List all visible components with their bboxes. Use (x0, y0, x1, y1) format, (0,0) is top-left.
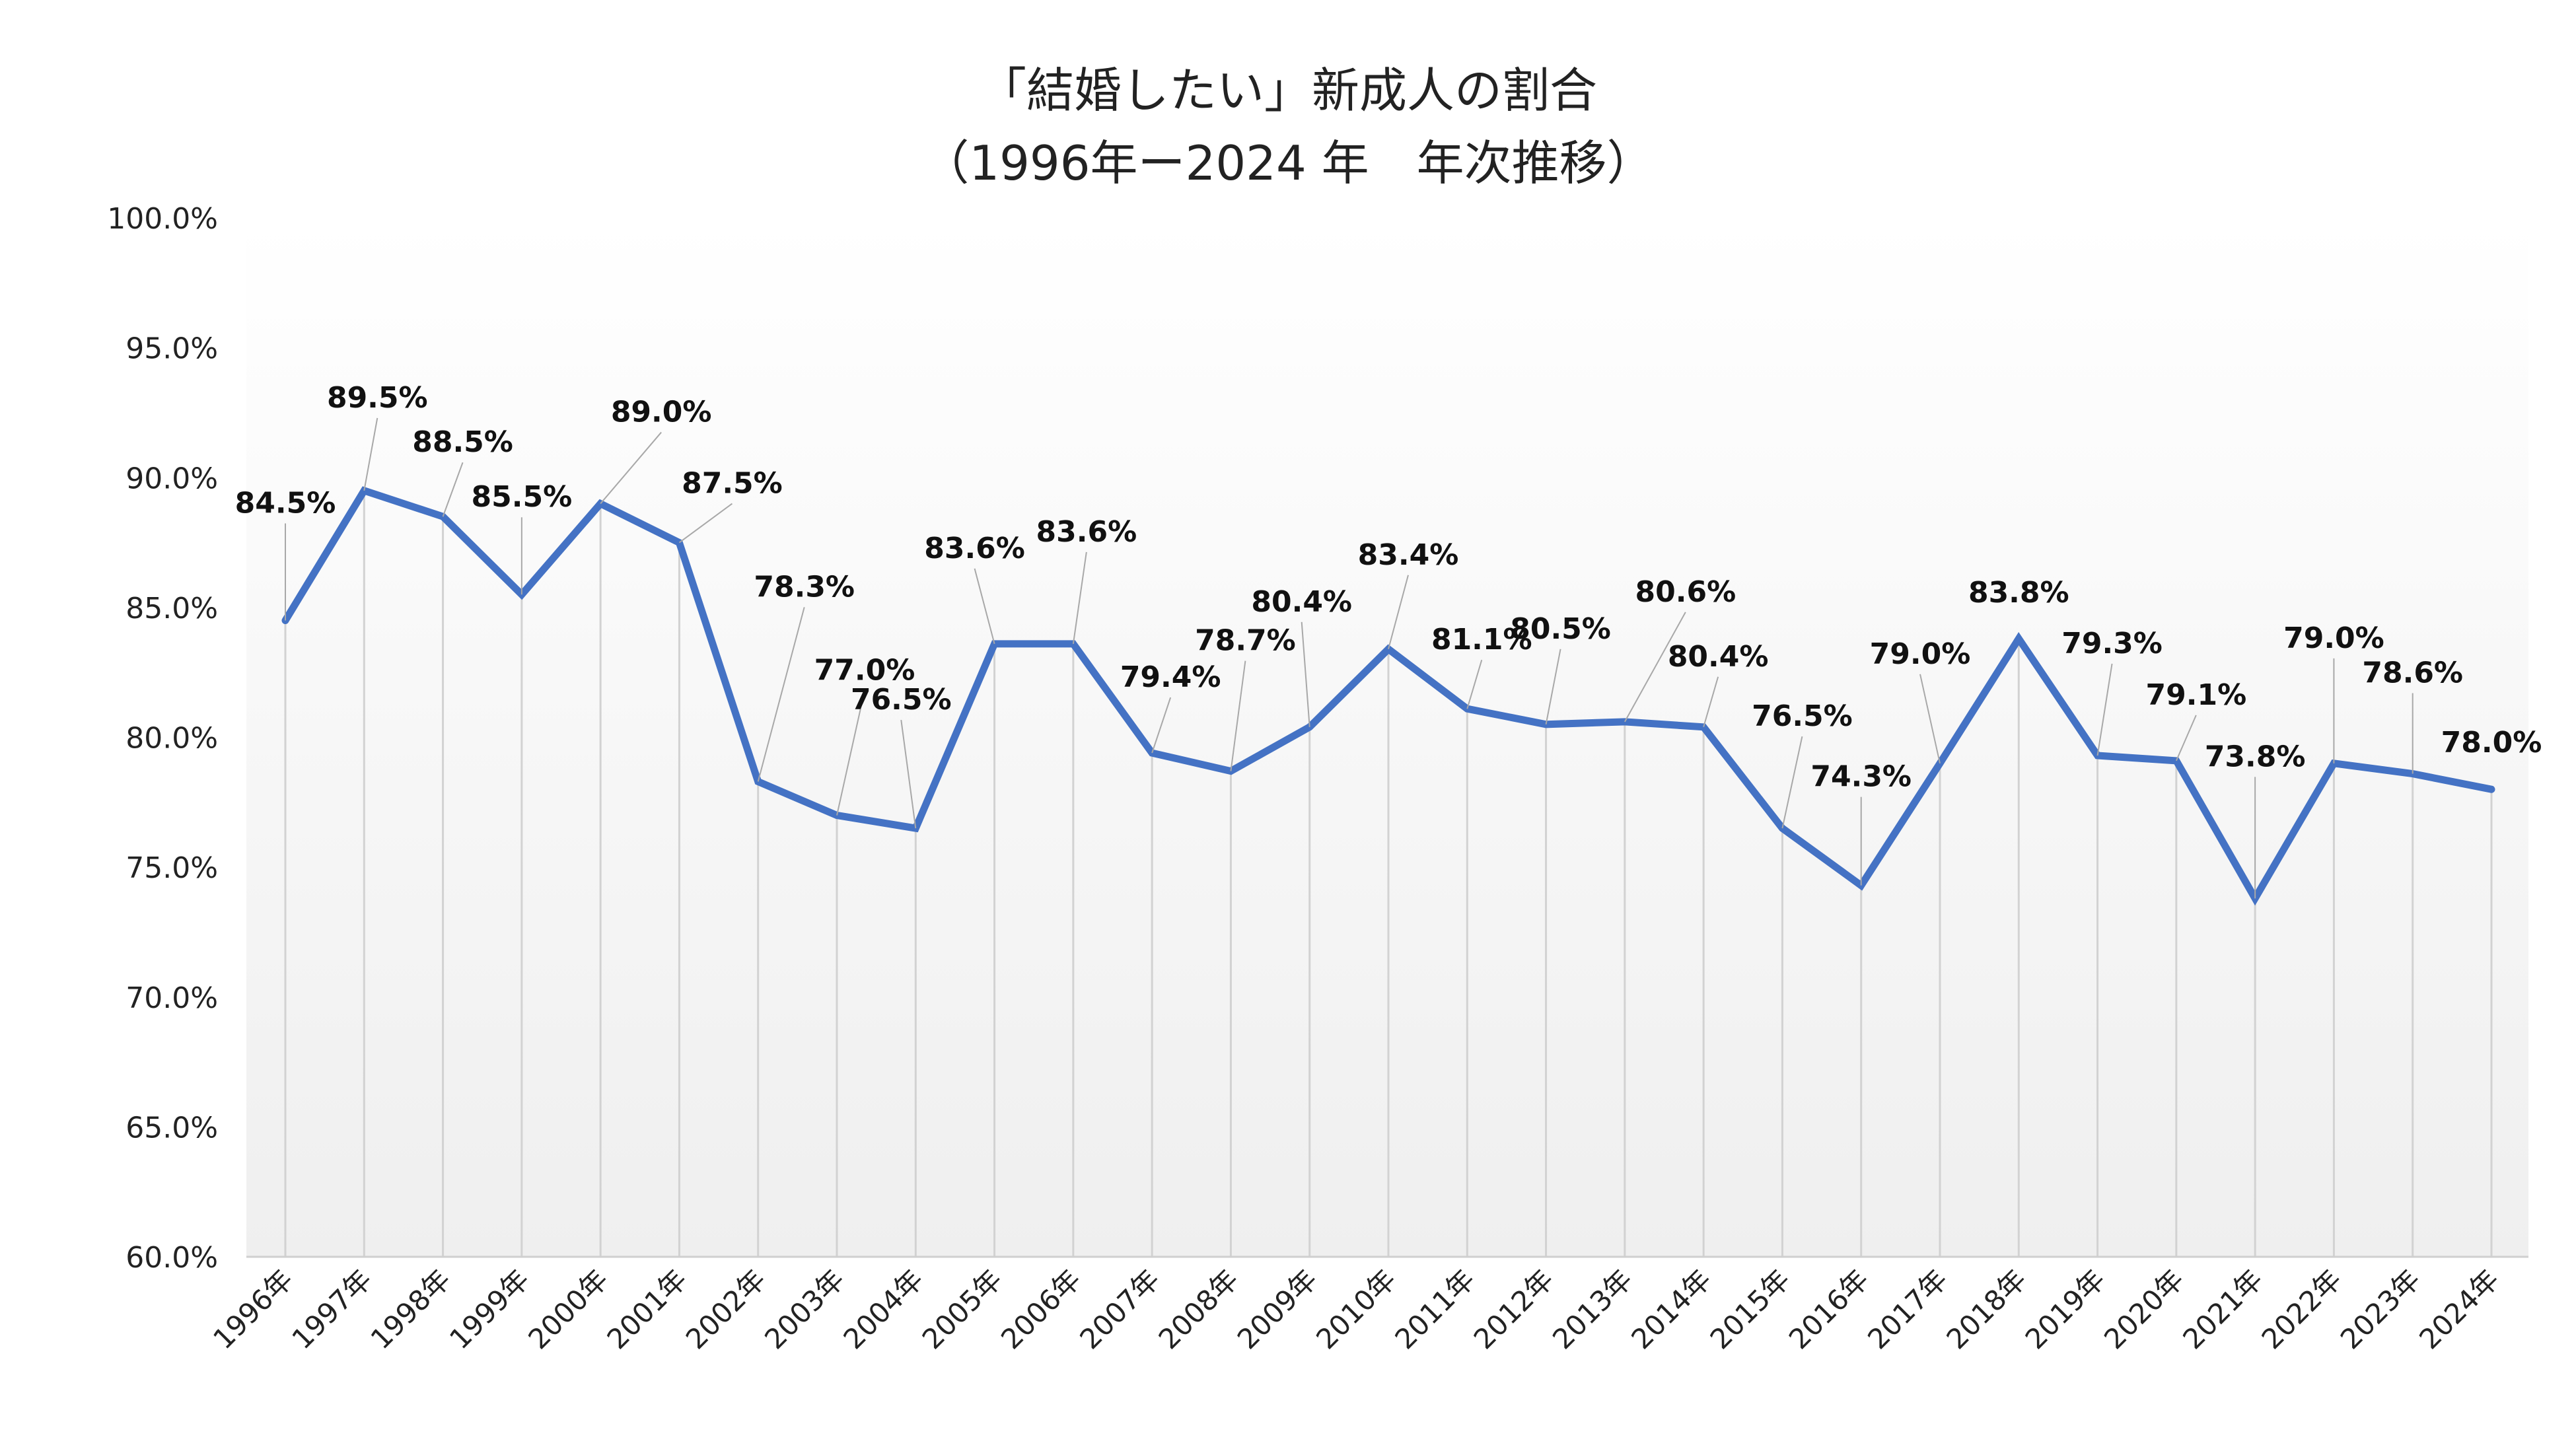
x-tick-label: 2004年 (837, 1263, 929, 1355)
data-label-leader (757, 607, 805, 782)
data-label: 80.5% (1510, 612, 1611, 646)
x-tick-label: 1999年 (443, 1263, 536, 1355)
x-tick-label: 2023年 (2334, 1263, 2427, 1355)
x-tick-label: 2017年 (1861, 1263, 1954, 1355)
data-label: 78.3% (754, 570, 855, 604)
data-point (2018, 638, 2020, 640)
chart-title: 「結婚したい」新成人の割合 (979, 63, 1597, 118)
data-label-leader (1781, 736, 1803, 829)
data-label-leader (836, 690, 865, 816)
x-tick-label: 2020年 (2098, 1263, 2190, 1355)
data-label: 89.0% (611, 396, 712, 429)
data-label-leader (363, 417, 378, 491)
data-label-leader (1072, 551, 1087, 645)
data-label-leader (1466, 659, 1483, 709)
data-label: 78.6% (2362, 656, 2463, 690)
data-label-leader (2175, 715, 2197, 761)
data-label-leader (1230, 660, 1246, 771)
y-tick-label: 80.0% (125, 722, 218, 756)
y-tick-label: 70.0% (125, 981, 218, 1015)
data-label: 81.1% (1431, 623, 1532, 656)
data-label-leader (678, 503, 733, 544)
data-label: 84.5% (235, 487, 336, 520)
x-tick-label: 2015年 (1704, 1263, 1797, 1355)
x-tick-label: 2001年 (601, 1263, 694, 1355)
drop-lines (284, 490, 2493, 1257)
x-tick-label: 2021年 (2176, 1263, 2269, 1355)
x-tick-label: 2011年 (1388, 1263, 1481, 1355)
x-tick-label: 1997年 (285, 1263, 378, 1355)
data-label: 80.4% (1668, 640, 1769, 674)
x-tick-label: 2000年 (522, 1263, 614, 1355)
x-axis-ticks: 1996年1997年1998年1999年2000年2001年2002年2003年… (207, 1263, 2505, 1355)
x-tick-label: 2008年 (1153, 1263, 1245, 1355)
data-label-leader (1919, 674, 1941, 764)
x-tick-label: 2012年 (1468, 1263, 1560, 1355)
x-tick-label: 1996年 (207, 1263, 299, 1355)
data-label: 78.7% (1195, 624, 1296, 658)
x-tick-label: 2016年 (1783, 1263, 1875, 1355)
data-label-leader (2096, 663, 2113, 756)
data-labels: 84.5% 89.5% 88.5% 85.5% 89.0% 87.5% 78.3% 77.0%… (235, 381, 2542, 899)
x-tick-label: 2014年 (1625, 1263, 1717, 1355)
y-tick-label: 85.0% (125, 592, 218, 625)
y-tick-label: 75.0% (125, 851, 218, 885)
data-label: 80.4% (1251, 585, 1352, 619)
data-label-leader (1624, 612, 1686, 723)
data-label-leader (1301, 621, 1310, 727)
data-label: 83.8% (1968, 576, 2069, 610)
data-label: 83.6% (924, 532, 1025, 565)
data-label: 76.5% (851, 683, 952, 717)
x-tick-label: 2024年 (2413, 1263, 2505, 1355)
data-label: 79.0% (2283, 621, 2384, 655)
data-label: 87.5% (682, 467, 783, 501)
y-tick-label: 100.0% (107, 202, 218, 236)
chart-subtitle: （1996年ー2024 年 年次推移） (921, 135, 1654, 191)
y-axis-ticks: 60.0% 65.0% 70.0% 75.0% 80.0% 85.0% 90.0% 95.0%… (107, 202, 218, 1275)
y-tick-label: 65.0% (125, 1111, 218, 1145)
x-tick-label: 2010年 (1310, 1263, 1402, 1355)
x-tick-label: 2002年 (680, 1263, 772, 1355)
x-tick-label: 2005年 (916, 1263, 1009, 1355)
x-tick-label: 2022年 (2256, 1263, 2348, 1355)
data-label: 73.8% (2205, 740, 2306, 773)
x-tick-label: 2003年 (758, 1263, 851, 1355)
data-label: 79.3% (2061, 627, 2163, 660)
data-label-leader (442, 462, 464, 517)
data-label: 80.6% (1635, 575, 1736, 609)
data-label: 76.5% (1752, 699, 1853, 733)
data-label: 85.5% (472, 480, 573, 514)
data-label-leader (1151, 697, 1172, 754)
x-tick-label: 2006年 (995, 1263, 1087, 1355)
x-tick-label: 2007年 (1073, 1263, 1166, 1355)
y-tick-label: 95.0% (125, 332, 218, 366)
x-tick-label: 2009年 (1231, 1263, 1324, 1355)
data-label: 79.4% (1120, 660, 1221, 694)
data-label-leader (1545, 649, 1561, 725)
x-tick-label: 2018年 (1940, 1263, 2032, 1355)
data-label: 83.6% (1036, 515, 1137, 549)
data-label-leader (900, 720, 917, 829)
data-label-leader (974, 568, 995, 645)
data-label-leader (1388, 575, 1409, 650)
data-label: 78.0% (2441, 726, 2542, 760)
data-label-leader (1703, 676, 1719, 728)
data-point (2491, 789, 2492, 791)
data-label: 77.0% (814, 653, 915, 687)
x-tick-label: 2019年 (2019, 1263, 2112, 1355)
x-tick-label: 1998年 (365, 1263, 457, 1355)
data-label: 88.5% (412, 425, 513, 459)
y-tick-label: 60.0% (125, 1241, 218, 1275)
data-label: 89.5% (327, 381, 428, 415)
x-tick-label: 2013年 (1546, 1263, 1639, 1355)
data-label: 79.1% (2146, 678, 2247, 712)
data-label: 83.4% (1358, 538, 1459, 572)
data-label: 74.3% (1810, 760, 1912, 794)
y-tick-label: 90.0% (125, 462, 218, 495)
data-label-leader (600, 431, 662, 505)
data-label: 79.0% (1870, 637, 1971, 671)
